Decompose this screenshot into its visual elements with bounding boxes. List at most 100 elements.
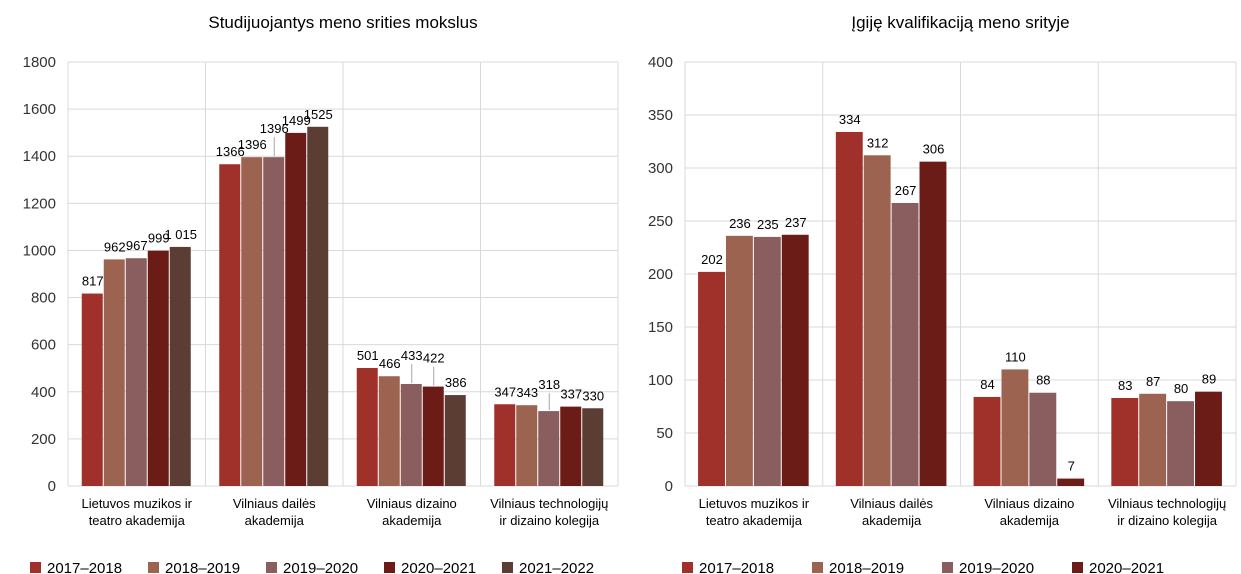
c0-bar	[103, 259, 125, 486]
c1-bar	[891, 202, 919, 487]
c0-category-label: ir dizaino kolegija	[499, 513, 599, 528]
c1-data-label: 306	[923, 142, 945, 157]
c1-data-label: 312	[867, 135, 889, 150]
c1-legend-swatch	[1072, 562, 1083, 573]
c1-legend-label: 2018–2019	[829, 560, 904, 574]
c0-ytick-label: 1200	[23, 195, 56, 212]
c0-data-label: 343	[516, 385, 538, 400]
c1-data-label: 88	[1036, 373, 1050, 388]
c1-legend-swatch	[682, 562, 693, 573]
c1-category-label: akademija	[862, 513, 922, 528]
c0-ytick-label: 1800	[23, 54, 56, 71]
c0-data-label: 1499	[282, 113, 311, 128]
chart-students-svg: Studijuojantys meno srities mokslus 0 200 4…	[23, 13, 619, 574]
c1-data-label: 237	[785, 215, 807, 230]
c1-ytick-label: 150	[648, 319, 673, 336]
c0-bar	[444, 395, 466, 486]
c0-bar	[356, 367, 378, 486]
c0-ytick-label: 1000	[23, 242, 56, 259]
c0-data-label: 1 015	[164, 227, 197, 242]
c1-data-label: 80	[1174, 381, 1188, 396]
chart-graduates: Įgiję kvalifikaciją meno srityje 0 50 100 15…	[620, 0, 1241, 574]
c0-legend-label: 2018–2019	[165, 560, 240, 574]
c1-bar	[753, 236, 781, 486]
c0-data-label: 1366	[216, 144, 245, 159]
c0-bar	[285, 132, 307, 486]
c1-bar	[1001, 369, 1029, 486]
c0-bar	[169, 246, 191, 486]
c0-ytick-label: 400	[31, 384, 56, 401]
c0-ytick-label: 1400	[23, 148, 56, 165]
c1-data-label: 267	[895, 183, 917, 198]
c0-ytick-label: 0	[48, 478, 56, 495]
c0-bar	[307, 126, 329, 487]
c1-category-label: ir dizaino kolegija	[1117, 513, 1217, 528]
c0-ytick-label: 200	[31, 431, 56, 448]
c1-legend-swatch	[942, 562, 953, 573]
c0-bar	[263, 157, 285, 487]
c0-data-label: 1396	[260, 121, 289, 136]
c1-bar	[973, 396, 1001, 486]
c0-ytick-label: 600	[31, 337, 56, 354]
c0-bar	[422, 386, 444, 486]
c0-ytick-label: 1600	[23, 101, 56, 118]
c0-category-label: Lietuvos muzikos ir	[81, 496, 192, 511]
c0-bar	[538, 411, 560, 486]
c0-data-label: 433	[401, 348, 423, 363]
c1-legend-label: 2020–2021	[1089, 560, 1164, 574]
c1-bar	[1029, 392, 1057, 486]
c1-bar	[835, 131, 863, 486]
c1-bar	[1057, 478, 1085, 486]
c0-title: Studijuojantys meno srities mokslus	[208, 13, 477, 32]
c1-data-label: 84	[980, 377, 994, 392]
c0-legend-label: 2020–2021	[401, 560, 476, 574]
c0-legend-label: 2021–2022	[519, 560, 594, 574]
c1-ytick-label: 0	[665, 478, 673, 495]
c1-category-label: Lietuvos muzikos ir	[699, 496, 810, 511]
c1-category-label: Vilniaus dailės	[850, 496, 933, 511]
c0-bar	[81, 293, 103, 486]
c0-data-label: 967	[126, 238, 148, 253]
c0-data-label: 817	[82, 274, 104, 289]
c0-legend-swatch	[148, 562, 159, 573]
chart-students: Studijuojantys meno srities mokslus 0 200 4…	[0, 0, 620, 574]
c1-data-label: 236	[729, 216, 751, 231]
c0-data-label: 386	[445, 375, 467, 390]
c1-title: Įgiję kvalifikaciją meno srityje	[851, 13, 1069, 32]
c1-data-label: 334	[839, 112, 861, 127]
c0-data-label: 999	[148, 231, 170, 246]
c1-category-label: akademija	[1000, 513, 1060, 528]
c0-bar	[494, 404, 516, 486]
c1-ytick-label: 350	[648, 107, 673, 124]
c0-data-label: 962	[104, 239, 126, 254]
c0-category-label: akademija	[382, 513, 442, 528]
c1-bar	[698, 271, 725, 486]
c1-ytick-label: 200	[648, 266, 673, 283]
c1-data-label: 110	[1005, 349, 1026, 364]
c1-bar	[1111, 398, 1139, 486]
c0-legend-swatch	[502, 562, 513, 573]
c0-legend-swatch	[266, 562, 277, 573]
c0-data-label: 318	[538, 377, 560, 392]
c1-data-label: 87	[1146, 374, 1160, 389]
c1-ytick-label: 50	[656, 425, 673, 442]
c1-data-label: 7	[1068, 459, 1075, 474]
c1-bar	[919, 161, 947, 486]
c1-category-label: Vilniaus technologijų	[1108, 496, 1226, 511]
c0-data-label: 347	[494, 384, 516, 399]
c0-bar	[125, 258, 147, 486]
c1-legend-label: 2019–2020	[959, 560, 1034, 574]
c1-bar	[725, 235, 753, 486]
c1-bar	[1139, 393, 1167, 486]
c0-category-label: teatro akademija	[89, 513, 186, 528]
c1-legend-label: 2017–2018	[699, 560, 774, 574]
c0-data-label: 1525	[304, 107, 333, 122]
c1-legend-swatch	[812, 562, 823, 573]
c1-data-label: 235	[757, 217, 779, 232]
c1-ytick-label: 300	[648, 160, 673, 177]
c0-bar	[241, 157, 263, 487]
c1-bar	[781, 234, 809, 486]
c1-category-label: Vilniaus dizaino	[984, 496, 1074, 511]
c0-bar	[516, 405, 538, 486]
c0-legend-label: 2017–2018	[47, 560, 122, 574]
